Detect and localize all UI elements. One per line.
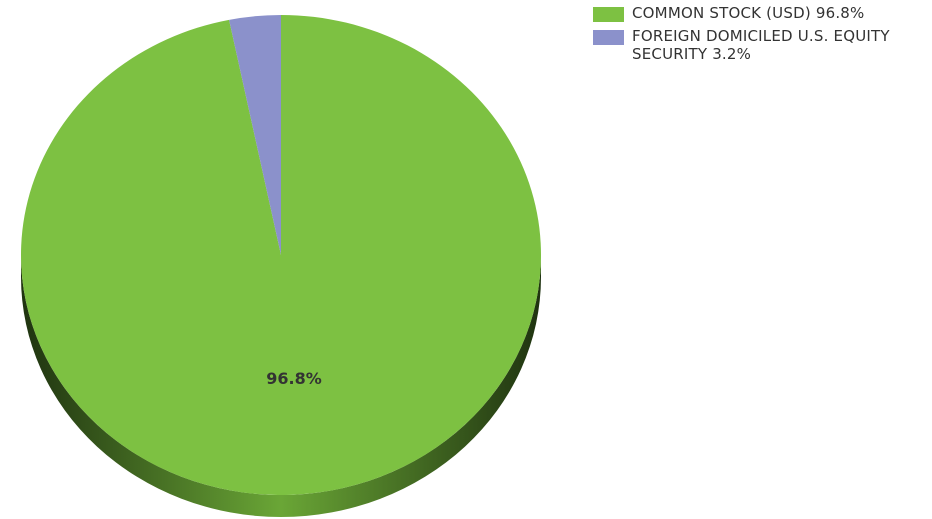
legend-item-common-stock[interactable]: COMMON STOCK (USD) 96.8% <box>593 4 928 22</box>
legend-swatch-foreign-equity <box>593 30 624 45</box>
legend-swatch-common-stock <box>593 7 624 22</box>
data-label-common-stock: 96.8% <box>266 369 322 388</box>
pie-chart: 96.8% <box>21 15 542 517</box>
legend-label-common-stock: COMMON STOCK (USD) 96.8% <box>632 4 865 22</box>
legend-item-foreign-equity[interactable]: FOREIGN DOMICILED U.S. EQUITY SECURITY 3… <box>593 27 928 63</box>
legend-label-foreign-equity: FOREIGN DOMICILED U.S. EQUITY SECURITY 3… <box>632 27 890 63</box>
legend: COMMON STOCK (USD) 96.8% FOREIGN DOMICIL… <box>593 4 928 68</box>
pie-slice-foreign-equity[interactable] <box>229 15 281 255</box>
